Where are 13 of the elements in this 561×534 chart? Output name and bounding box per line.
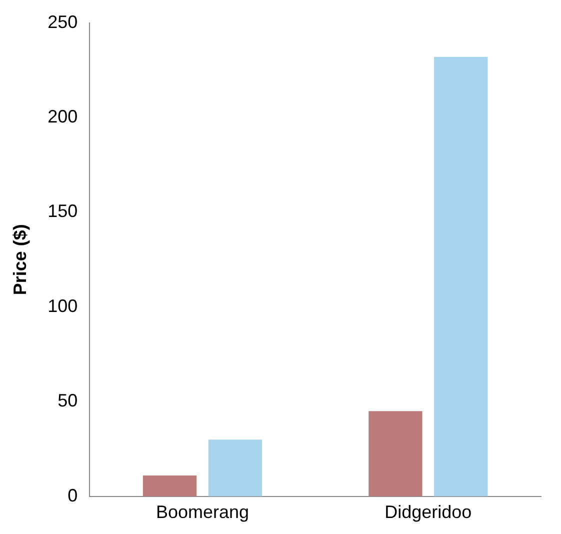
x-tick-label: Didgeridoo xyxy=(384,502,472,522)
bar xyxy=(142,476,197,496)
y-axis-title: Price ($) xyxy=(10,224,30,296)
bar xyxy=(434,56,488,496)
y-tick-label: 200 xyxy=(48,106,78,126)
bar xyxy=(368,411,422,496)
x-tick-label: Boomerang xyxy=(156,502,250,522)
y-tick-label: 0 xyxy=(68,485,78,506)
bar xyxy=(208,440,262,496)
y-tick-label: 50 xyxy=(58,390,78,411)
y-tick-label: 250 xyxy=(48,12,78,32)
y-tick-label: 100 xyxy=(48,296,78,316)
y-tick-label: 150 xyxy=(48,201,78,222)
